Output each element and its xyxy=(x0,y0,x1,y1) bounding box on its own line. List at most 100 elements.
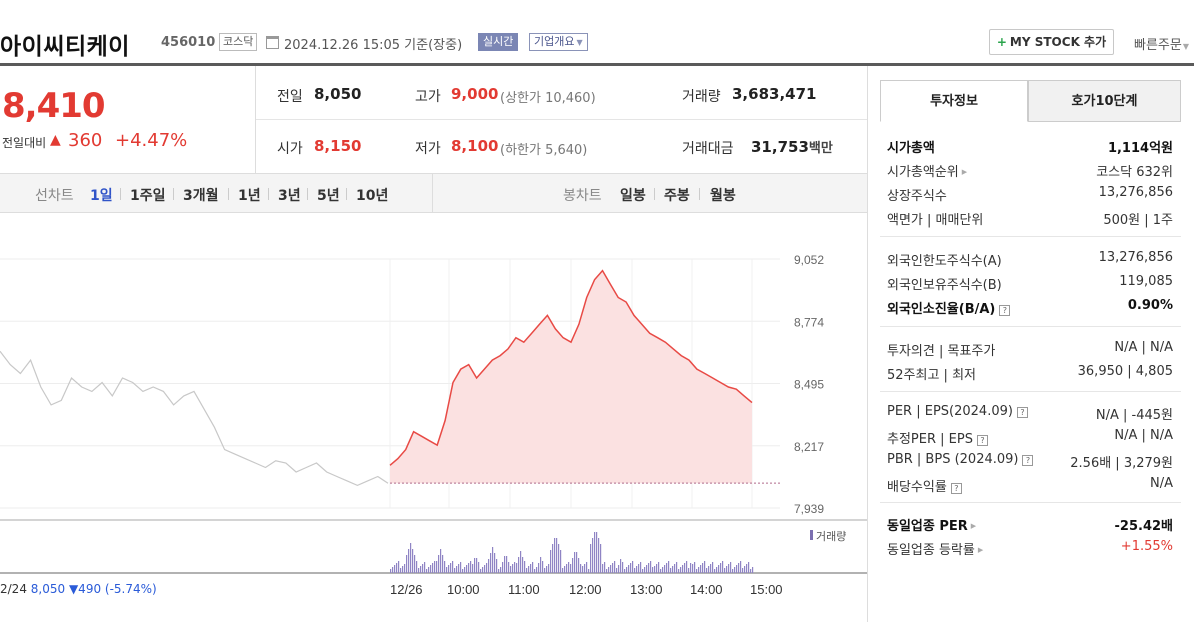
volume-bar xyxy=(666,563,668,573)
divider xyxy=(307,188,308,200)
volume-bar xyxy=(692,564,694,573)
volume-bar xyxy=(684,563,686,573)
volume-bar xyxy=(592,538,594,573)
volume-bar xyxy=(610,565,612,573)
volume-bar xyxy=(472,564,474,573)
divider xyxy=(228,188,229,200)
tab-candle-chart[interactable]: 봉차트 xyxy=(563,188,602,204)
tab-5year[interactable]: 5년 xyxy=(317,188,340,204)
tab-weekly[interactable]: 주봉 xyxy=(664,188,690,204)
chart-tabbar: 선차트 1일 1주일 3개월 1년 3년 5년 10년 봉차트 일봉 주봉 월봉 xyxy=(0,174,867,213)
volume-bar xyxy=(584,564,586,573)
price-chart[interactable]: 9,052 8,774 8,495 8,217 7,939 12/26 10:00 11:00… xyxy=(0,213,867,622)
volume-bar xyxy=(492,547,494,573)
tab-monthly[interactable]: 월봉 xyxy=(710,188,736,204)
x-tick-label: 11:00 xyxy=(508,582,540,597)
volume-bar xyxy=(516,563,518,573)
help-icon[interactable]: ? xyxy=(976,435,988,446)
info-value: -25.42배 xyxy=(1114,519,1173,534)
volume-bar xyxy=(644,567,646,573)
volume-bar xyxy=(474,558,476,573)
help-icon[interactable]: ? xyxy=(1016,407,1028,418)
volume-bar xyxy=(748,562,750,573)
volume-bar xyxy=(580,564,582,573)
volume-bar xyxy=(708,566,710,573)
volume-bar xyxy=(642,569,644,573)
add-my-stock-button[interactable]: + MY STOCK 추가 xyxy=(989,29,1114,55)
company-info-dropdown[interactable]: 기업개요 ▼ xyxy=(529,33,588,51)
info-value: N/A | N/A xyxy=(1114,428,1173,443)
volume-bar xyxy=(478,562,480,573)
volume-bar xyxy=(624,569,626,573)
help-icon[interactable]: ? xyxy=(999,305,1011,316)
volume-bar xyxy=(744,566,746,573)
volume-bar xyxy=(632,561,634,573)
x-tick-label: 12:00 xyxy=(569,582,602,597)
volume-bar xyxy=(564,566,566,573)
info-row: 외국인한도주식수(A) 13,276,856 xyxy=(887,250,1173,272)
quick-order-dropdown[interactable]: 빠른주문▼ xyxy=(1134,34,1189,53)
tab-3year[interactable]: 3년 xyxy=(278,188,301,204)
tab-line-chart[interactable]: 선차트 xyxy=(35,188,74,204)
invest-info-panel: 투자정보 호가10단계 시가총액 1,114억원 시가총액순위 ▶ 코스닥 632위 … xyxy=(880,80,1181,568)
tab-1week[interactable]: 1주일 xyxy=(130,188,166,204)
divider xyxy=(880,236,1181,237)
divider xyxy=(880,326,1181,327)
volume-bar xyxy=(486,563,488,573)
info-row[interactable]: 시가총액순위 ▶ 코스닥 632위 xyxy=(887,161,1173,183)
prev-close-label: 전일 xyxy=(277,89,303,105)
info-value: N/A | -445원 xyxy=(1095,408,1173,423)
market-badge: 코스닥 xyxy=(219,33,258,51)
volume-bar xyxy=(668,561,670,573)
info-key-text: PER | EPS(2024.09) xyxy=(887,404,1013,419)
divider xyxy=(654,188,655,200)
volume-bar xyxy=(444,561,446,573)
divider xyxy=(256,119,867,120)
tab-1year[interactable]: 1년 xyxy=(238,188,261,204)
volume-bar xyxy=(560,550,562,573)
volume-bar xyxy=(672,566,674,573)
tab-3month[interactable]: 3개월 xyxy=(183,188,219,204)
info-key-text: 외국인소진율(B/A) xyxy=(887,302,996,317)
volume-bar xyxy=(704,561,706,573)
volume-bar xyxy=(676,562,678,573)
volume-legend-swatch xyxy=(810,530,813,540)
tab-1day[interactable]: 1일 xyxy=(90,188,113,204)
stock-code: 456010 xyxy=(161,35,216,50)
volume-bar xyxy=(552,544,554,573)
volume-bar xyxy=(394,565,396,573)
volume-bar xyxy=(626,567,628,573)
volume-bar xyxy=(586,562,588,573)
volume-bar xyxy=(446,567,448,573)
volume-bar xyxy=(480,569,482,573)
help-icon[interactable]: ? xyxy=(950,483,962,494)
tab-10year[interactable]: 10년 xyxy=(356,188,389,204)
tab-daily[interactable]: 일봉 xyxy=(620,188,646,204)
volume-bar xyxy=(670,568,672,573)
info-row[interactable]: 동일업종 PER ▶ -25.42배 xyxy=(887,515,1173,537)
volume-bar xyxy=(534,569,536,573)
volume-bar xyxy=(588,569,590,573)
tab-orderbook[interactable]: 호가10단계 xyxy=(1028,80,1181,122)
high-value: 9,000 xyxy=(451,85,499,103)
info-key: 액면가 | 매매단위 xyxy=(887,213,984,228)
open-label: 시가 xyxy=(277,141,303,157)
volume-bar xyxy=(702,563,704,573)
realtime-button[interactable]: 실시간 xyxy=(478,33,519,51)
volume-bar xyxy=(602,564,604,573)
volume-bar xyxy=(742,568,744,573)
prev-day-summary: 8,050 ▼490 (-5.74%) xyxy=(30,582,157,596)
help-icon[interactable]: ? xyxy=(1022,455,1034,466)
volume-bar xyxy=(432,563,434,573)
volume-bar xyxy=(408,549,410,573)
info-key: 동일업종 등락률 ▶ xyxy=(887,539,983,558)
volume-bar xyxy=(638,564,640,573)
info-row[interactable]: 동일업종 등락률 ▶ +1.55% xyxy=(887,539,1173,561)
volume-value: 3,683,471 xyxy=(732,85,817,103)
calendar-icon xyxy=(266,36,279,49)
prev-day-date: 2/24 xyxy=(0,582,27,596)
volume-bar xyxy=(498,569,500,573)
info-value: 1,114억원 xyxy=(1107,141,1173,156)
tab-invest-info[interactable]: 투자정보 xyxy=(880,80,1028,122)
info-value: N/A xyxy=(1150,476,1173,491)
